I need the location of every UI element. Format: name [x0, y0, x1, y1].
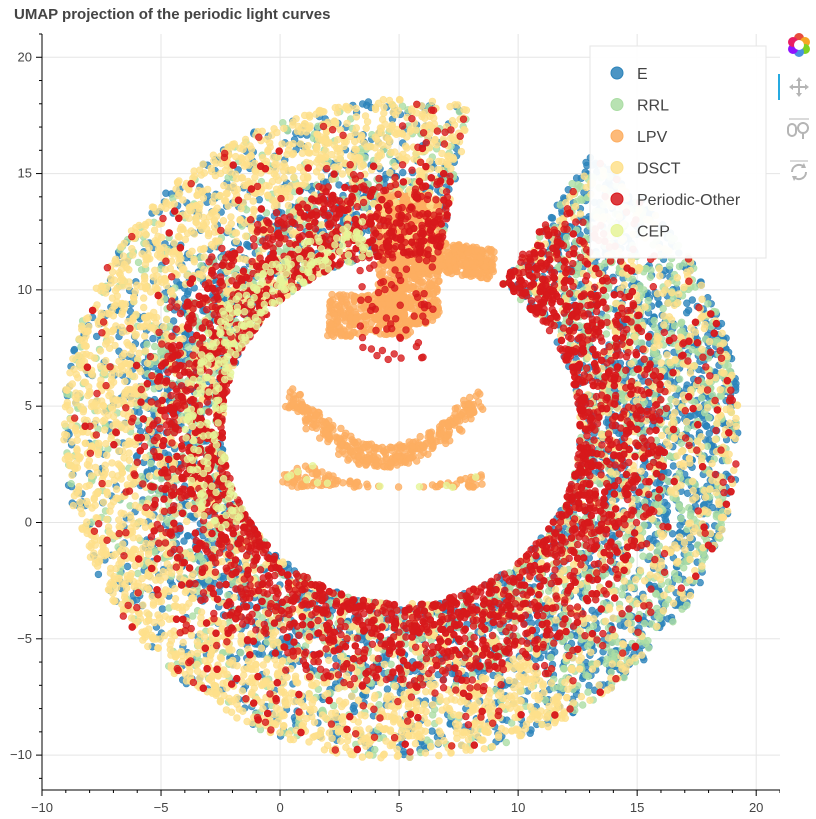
point — [399, 168, 407, 177]
point — [659, 304, 667, 313]
point — [620, 673, 628, 682]
point — [429, 711, 437, 719]
point — [688, 296, 696, 304]
point — [151, 342, 159, 351]
point — [665, 262, 674, 270]
point — [603, 655, 611, 663]
point — [387, 660, 395, 668]
point — [639, 552, 647, 560]
point — [674, 575, 683, 584]
point — [244, 241, 252, 250]
point — [682, 309, 691, 317]
point — [157, 347, 165, 356]
point — [585, 681, 593, 690]
point — [184, 532, 192, 540]
point — [544, 587, 553, 595]
point — [147, 459, 155, 468]
point — [646, 273, 654, 281]
point — [180, 537, 188, 545]
point — [584, 688, 592, 696]
point — [675, 375, 684, 383]
point — [678, 605, 686, 613]
point — [134, 258, 143, 267]
point — [703, 422, 711, 430]
point — [255, 196, 263, 204]
point — [94, 570, 103, 579]
point — [664, 578, 672, 586]
data-points — [60, 95, 742, 762]
point — [158, 605, 167, 613]
point — [197, 553, 205, 561]
point — [641, 639, 650, 648]
point — [184, 343, 192, 351]
point — [502, 738, 510, 747]
point — [654, 501, 662, 509]
point — [618, 590, 626, 599]
point — [383, 685, 392, 693]
point — [589, 622, 598, 630]
point — [189, 612, 197, 620]
point — [669, 618, 677, 626]
point — [184, 287, 192, 296]
point — [704, 300, 712, 308]
point — [224, 591, 232, 599]
point — [676, 521, 684, 529]
point — [123, 562, 132, 571]
point — [675, 262, 684, 271]
point — [650, 316, 658, 325]
point — [143, 340, 151, 349]
point — [640, 619, 649, 628]
point — [162, 516, 170, 524]
point — [683, 424, 692, 433]
point — [562, 233, 571, 242]
point — [624, 611, 633, 620]
point — [661, 600, 670, 609]
point — [237, 648, 245, 657]
point — [548, 214, 557, 222]
point — [581, 588, 590, 597]
point — [149, 334, 157, 343]
point — [578, 701, 587, 709]
point — [732, 380, 740, 388]
point — [654, 353, 662, 361]
point — [661, 515, 669, 523]
point — [675, 502, 684, 511]
point — [697, 394, 706, 402]
point — [616, 621, 625, 629]
point — [619, 584, 627, 592]
chart-title: UMAP projection of the periodic light cu… — [14, 6, 331, 23]
point — [67, 480, 75, 488]
point — [547, 653, 555, 662]
point — [628, 275, 637, 283]
point — [685, 504, 693, 512]
point — [669, 462, 678, 470]
point — [701, 553, 709, 561]
point — [677, 318, 686, 326]
point — [582, 671, 590, 679]
point — [568, 180, 576, 188]
point — [677, 514, 685, 523]
point — [644, 297, 652, 305]
